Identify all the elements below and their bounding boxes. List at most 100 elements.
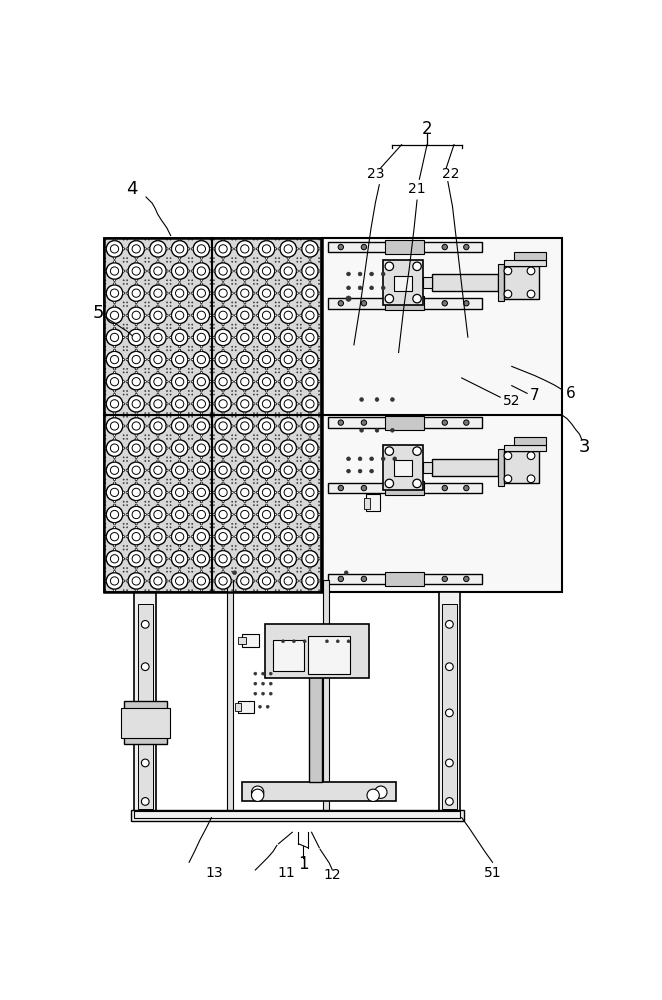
- Circle shape: [107, 418, 122, 434]
- Circle shape: [318, 261, 320, 262]
- Circle shape: [201, 346, 203, 348]
- Circle shape: [144, 270, 146, 272]
- Circle shape: [113, 327, 116, 329]
- Circle shape: [166, 416, 167, 417]
- Circle shape: [257, 571, 258, 572]
- Circle shape: [318, 482, 320, 484]
- Circle shape: [309, 349, 311, 351]
- Circle shape: [253, 336, 255, 339]
- Circle shape: [241, 311, 249, 319]
- Circle shape: [128, 329, 144, 346]
- Circle shape: [179, 438, 181, 440]
- Text: 22: 22: [442, 167, 459, 181]
- Circle shape: [232, 549, 233, 550]
- Circle shape: [126, 390, 128, 392]
- Circle shape: [275, 491, 277, 493]
- Circle shape: [262, 245, 271, 253]
- Circle shape: [284, 422, 293, 430]
- Circle shape: [150, 329, 166, 346]
- Circle shape: [193, 418, 210, 434]
- Circle shape: [157, 589, 159, 591]
- Circle shape: [234, 336, 237, 339]
- Circle shape: [105, 390, 106, 392]
- Circle shape: [142, 759, 149, 767]
- Circle shape: [235, 394, 236, 395]
- Circle shape: [236, 263, 253, 279]
- Circle shape: [201, 327, 203, 329]
- Circle shape: [210, 435, 211, 436]
- Circle shape: [265, 346, 267, 348]
- Circle shape: [128, 440, 144, 456]
- Circle shape: [148, 416, 150, 417]
- Circle shape: [145, 571, 146, 572]
- Circle shape: [135, 456, 137, 459]
- Circle shape: [280, 351, 297, 368]
- Circle shape: [222, 567, 224, 569]
- Circle shape: [111, 245, 118, 253]
- Circle shape: [222, 279, 224, 281]
- Circle shape: [122, 558, 124, 560]
- Circle shape: [166, 425, 168, 427]
- Circle shape: [126, 292, 128, 294]
- Circle shape: [306, 311, 314, 319]
- Circle shape: [126, 346, 128, 347]
- Circle shape: [235, 501, 236, 502]
- Circle shape: [148, 527, 150, 528]
- Circle shape: [279, 305, 280, 307]
- Circle shape: [179, 545, 181, 547]
- Circle shape: [148, 491, 150, 493]
- Circle shape: [135, 545, 137, 547]
- Circle shape: [280, 329, 297, 346]
- Circle shape: [107, 351, 122, 368]
- Circle shape: [275, 390, 276, 392]
- Circle shape: [318, 438, 320, 439]
- Circle shape: [318, 558, 320, 560]
- Circle shape: [297, 270, 299, 272]
- Circle shape: [122, 292, 124, 294]
- Circle shape: [113, 504, 116, 506]
- Circle shape: [166, 394, 167, 395]
- Circle shape: [105, 571, 106, 572]
- Circle shape: [135, 504, 137, 506]
- Circle shape: [135, 346, 137, 348]
- Circle shape: [122, 469, 124, 471]
- Circle shape: [275, 501, 276, 502]
- Circle shape: [300, 536, 302, 538]
- Circle shape: [215, 462, 231, 479]
- Circle shape: [150, 373, 166, 390]
- Circle shape: [215, 396, 231, 412]
- Circle shape: [254, 239, 255, 240]
- Circle shape: [150, 307, 166, 324]
- Circle shape: [300, 390, 301, 392]
- Circle shape: [188, 460, 189, 462]
- Circle shape: [111, 289, 118, 297]
- Circle shape: [219, 378, 227, 386]
- Circle shape: [201, 589, 203, 591]
- Circle shape: [122, 425, 124, 427]
- Circle shape: [279, 479, 280, 480]
- Circle shape: [275, 413, 276, 414]
- Circle shape: [213, 501, 214, 502]
- Circle shape: [188, 469, 190, 471]
- Circle shape: [318, 549, 320, 550]
- Circle shape: [170, 460, 171, 462]
- Circle shape: [278, 248, 280, 250]
- Circle shape: [222, 327, 224, 329]
- Circle shape: [244, 279, 246, 281]
- Circle shape: [318, 394, 320, 395]
- Circle shape: [154, 533, 162, 541]
- Circle shape: [222, 434, 224, 436]
- Circle shape: [169, 558, 171, 560]
- Circle shape: [175, 510, 184, 519]
- Circle shape: [215, 241, 231, 257]
- Circle shape: [300, 358, 302, 361]
- Circle shape: [302, 506, 318, 523]
- Circle shape: [253, 558, 255, 560]
- Circle shape: [150, 241, 166, 257]
- Circle shape: [128, 484, 144, 501]
- Circle shape: [113, 393, 116, 396]
- Circle shape: [166, 239, 167, 240]
- Circle shape: [166, 292, 168, 294]
- Circle shape: [306, 466, 314, 474]
- Circle shape: [179, 390, 181, 392]
